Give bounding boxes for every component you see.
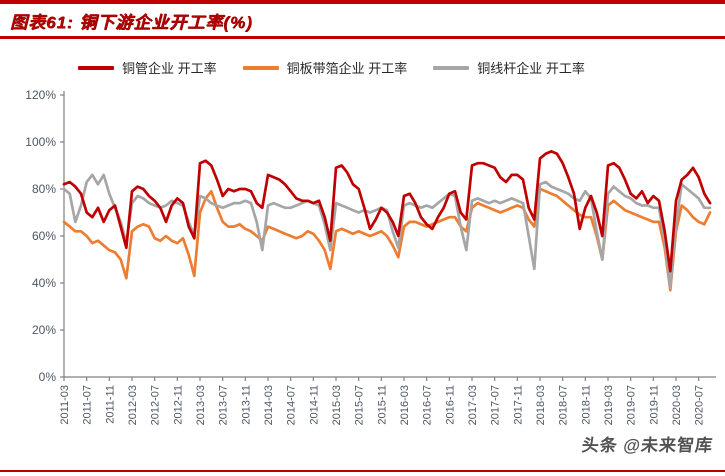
bottom-red-rule — [0, 470, 725, 472]
svg-text:2011-03: 2011-03 — [59, 385, 71, 425]
svg-text:2019-07: 2019-07 — [626, 385, 638, 425]
svg-text:2019-11: 2019-11 — [648, 385, 660, 425]
svg-text:2015-07: 2015-07 — [354, 385, 366, 425]
svg-text:2013-11: 2013-11 — [240, 385, 252, 425]
svg-text:2013-03: 2013-03 — [195, 385, 207, 425]
legend-label: 铜板带箔企业 开工率 — [286, 61, 408, 76]
svg-text:2014-11: 2014-11 — [308, 385, 320, 425]
svg-text:2012-11: 2012-11 — [172, 385, 184, 425]
operating-rate-line-chart: 0% 20% 40% 60% 80% 100% 120% 2011-03 2011-07 2011… — [25, 88, 716, 425]
figure-title: 图表61: 铜下游企业开工率(%) — [10, 12, 253, 32]
svg-text:2016-03: 2016-03 — [399, 385, 411, 425]
watermark-text: 头条 @未来智库 — [580, 436, 714, 455]
svg-text:2016-07: 2016-07 — [422, 385, 434, 425]
svg-text:60%: 60% — [32, 229, 56, 243]
svg-text:2013-07: 2013-07 — [218, 385, 230, 425]
svg-text:2016-11: 2016-11 — [444, 385, 456, 425]
svg-text:2020-03: 2020-03 — [671, 385, 683, 425]
svg-text:80%: 80% — [32, 182, 56, 196]
svg-text:2015-03: 2015-03 — [331, 385, 343, 425]
legend-label: 铜线杆企业 开工率 — [477, 61, 585, 76]
svg-text:120%: 120% — [25, 88, 56, 102]
svg-text:2011-11: 2011-11 — [104, 385, 116, 424]
legend-item-copper-wire-rod: 铜线杆企业 开工率 — [433, 58, 585, 77]
svg-text:2017-11: 2017-11 — [512, 385, 524, 425]
svg-text:2017-07: 2017-07 — [490, 385, 502, 425]
svg-text:2020-07: 2020-07 — [694, 385, 706, 425]
legend-label: 铜管企业 开工率 — [122, 61, 217, 76]
svg-text:100%: 100% — [25, 135, 56, 149]
legend-item-copper-tube: 铜管企业 开工率 — [78, 58, 217, 77]
legend-line-swatch-orange — [242, 65, 279, 70]
svg-text:0%: 0% — [39, 370, 57, 384]
legend-line-swatch-red — [78, 65, 114, 70]
svg-text:2018-03: 2018-03 — [535, 385, 547, 425]
svg-text:2018-07: 2018-07 — [558, 385, 570, 425]
svg-text:2015-11: 2015-11 — [376, 385, 388, 425]
svg-text:2018-11: 2018-11 — [580, 385, 592, 425]
svg-text:2014-07: 2014-07 — [286, 385, 298, 425]
svg-text:20%: 20% — [32, 323, 56, 337]
svg-text:2014-03: 2014-03 — [263, 385, 275, 425]
legend-item-copper-plate-strip-foil: 铜板带箔企业 开工率 — [242, 58, 408, 77]
svg-text:2019-03: 2019-03 — [603, 385, 615, 425]
legend-line-swatch-gray — [433, 65, 470, 70]
figure-title-bar: 图表61: 铜下游企业开工率(%) — [0, 0, 725, 39]
chart-legend: 铜管企业 开工率 铜板带箔企业 开工率 铜线杆企业 开工率 — [78, 58, 585, 77]
svg-text:2017-03: 2017-03 — [467, 385, 479, 425]
svg-text:2011-07: 2011-07 — [82, 385, 94, 425]
svg-text:2012-03: 2012-03 — [127, 385, 139, 425]
svg-text:2012-07: 2012-07 — [150, 385, 162, 425]
svg-text:40%: 40% — [32, 276, 56, 290]
